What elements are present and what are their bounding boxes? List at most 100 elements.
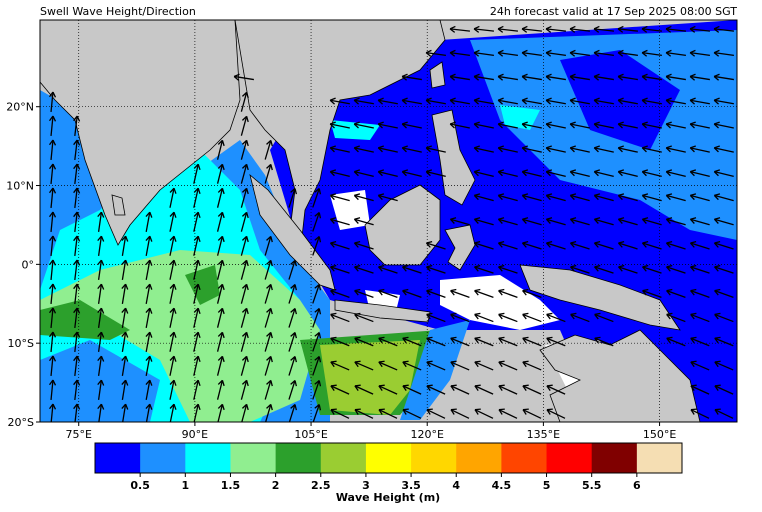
arrow-head: [593, 145, 600, 153]
direction-arrow: [145, 211, 153, 232]
direction-arrow: [425, 145, 446, 153]
arrow-shaft: [402, 266, 422, 274]
arrow-head: [521, 145, 528, 153]
arrow-shaft: [240, 188, 248, 208]
arrow-shaft: [288, 332, 296, 352]
direction-arrow: [240, 283, 249, 304]
arrow-shaft: [474, 123, 494, 129]
arrow-shaft: [690, 171, 710, 177]
arrow-shaft: [665, 28, 687, 32]
ocean-field: [40, 250, 320, 422]
arrow-shaft: [546, 313, 566, 323]
arrow-shaft: [402, 75, 422, 81]
arrow-shaft: [618, 147, 638, 153]
direction-arrow: [521, 73, 542, 81]
arrow-shaft: [714, 99, 734, 105]
direction-arrow: [312, 284, 322, 304]
arrow-head: [689, 25, 696, 33]
direction-arrow: [617, 193, 638, 202]
arrow-head: [690, 360, 697, 368]
arrow-head: [73, 115, 81, 122]
direction-arrow: [690, 312, 710, 323]
arrow-head: [48, 403, 57, 410]
arrow-shaft: [498, 147, 518, 153]
arrow-head: [714, 264, 721, 272]
arrow-shaft: [169, 212, 175, 232]
arrow-shaft: [474, 52, 494, 56]
arrow-shaft: [570, 147, 590, 153]
direction-arrow: [330, 408, 350, 419]
direction-arrow: [474, 312, 494, 323]
arrow-head: [689, 217, 697, 224]
direction-arrow: [498, 336, 518, 347]
arrow-head: [617, 121, 624, 129]
arrow-head: [689, 121, 696, 129]
colorbar-tick-label: 5.5: [582, 479, 602, 492]
arrow-head: [545, 241, 553, 248]
arrow-head: [569, 193, 577, 201]
direction-arrow: [240, 355, 249, 376]
arrow-head: [193, 379, 201, 386]
direction-arrow: [312, 308, 322, 328]
title-left: Swell Wave Height/Direction: [40, 5, 196, 18]
arrow-head: [48, 235, 57, 242]
arrow-head: [73, 211, 81, 218]
direction-arrow: [521, 49, 542, 57]
direction-arrow: [593, 193, 614, 202]
arrow-head: [97, 259, 105, 266]
arrow-shaft: [97, 212, 103, 232]
arrow-shaft: [546, 52, 566, 56]
arrow-head: [426, 408, 433, 415]
arrow-head: [73, 259, 81, 266]
direction-arrow: [73, 187, 81, 209]
arrow-head: [193, 187, 201, 194]
direction-arrow: [378, 408, 398, 419]
arrow-shaft: [690, 242, 710, 250]
arrow-head: [545, 217, 553, 224]
direction-arrow: [689, 217, 710, 226]
direction-arrow: [48, 379, 57, 401]
arrow-head: [497, 169, 505, 177]
direction-arrow: [665, 169, 686, 177]
arrow-shaft: [193, 356, 199, 376]
colorbar-tick-label: 2.5: [311, 479, 331, 492]
arrow-shaft: [240, 284, 248, 304]
arrow-shaft: [50, 355, 54, 377]
direction-arrow: [264, 139, 273, 160]
arrow-head: [266, 379, 273, 387]
direction-arrow: [497, 49, 518, 57]
colorbar-swatch: [365, 443, 412, 473]
map-frame: [39, 19, 738, 423]
arrow-head: [73, 283, 81, 290]
arrow-head: [497, 97, 504, 105]
arrow-head: [713, 217, 721, 224]
direction-arrow: [73, 139, 81, 161]
arrow-head: [593, 73, 600, 81]
arrow-shaft: [330, 242, 350, 250]
arrow-shaft: [330, 194, 350, 202]
direction-arrow: [545, 73, 566, 81]
direction-arrow: [353, 121, 374, 129]
arrow-head: [48, 307, 57, 314]
arrow-shaft: [169, 260, 175, 280]
arrow-shaft: [690, 99, 710, 105]
arrow-shaft: [240, 236, 248, 256]
direction-arrow: [401, 169, 422, 177]
arrow-shaft: [121, 356, 127, 376]
arrow-shaft: [714, 266, 734, 274]
arrow-shaft: [666, 242, 686, 250]
direction-arrow: [665, 217, 686, 226]
arrow-shaft: [498, 75, 518, 81]
arrow-shaft: [264, 284, 272, 304]
arrow-shaft: [354, 171, 374, 177]
arrow-head: [689, 49, 696, 57]
direction-arrow: [312, 356, 322, 376]
arrow-head: [97, 211, 105, 218]
direction-arrow: [569, 169, 590, 177]
arrow-head: [473, 49, 480, 57]
arrow-head: [617, 73, 624, 81]
arrow-shaft: [193, 236, 199, 256]
direction-arrow: [73, 307, 81, 329]
direction-arrow: [641, 241, 662, 250]
arrow-shaft: [193, 260, 199, 280]
